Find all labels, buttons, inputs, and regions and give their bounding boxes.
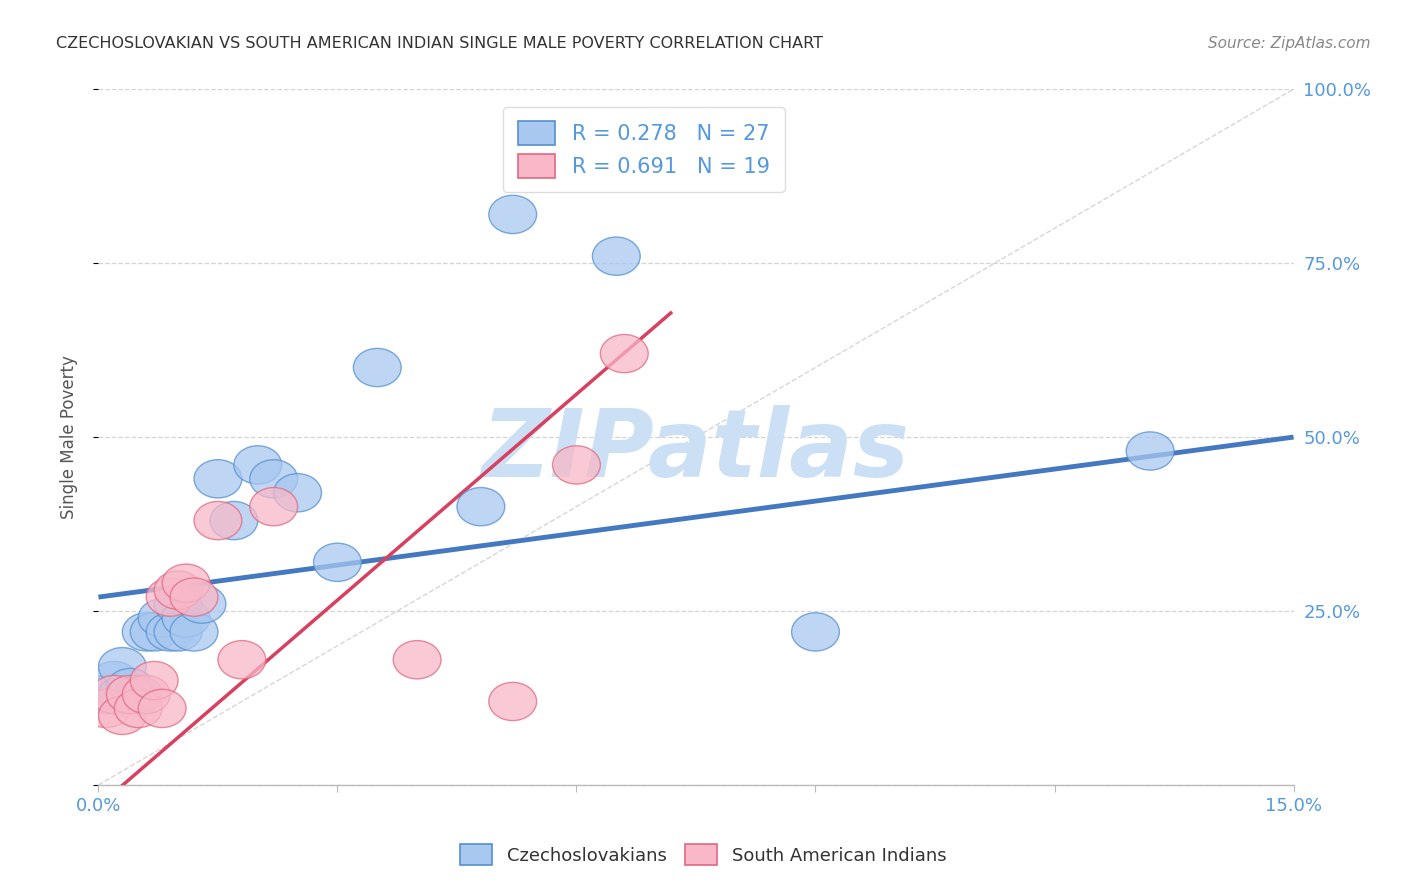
Ellipse shape [98,648,146,686]
Ellipse shape [162,599,209,637]
Legend: Czechoslovakians, South American Indians: Czechoslovakians, South American Indians [451,835,955,874]
Ellipse shape [170,578,218,616]
Ellipse shape [489,682,537,721]
Ellipse shape [457,488,505,525]
Ellipse shape [83,675,131,714]
Ellipse shape [114,690,162,728]
Y-axis label: Single Male Poverty: Single Male Poverty [59,355,77,519]
Ellipse shape [90,662,138,699]
Text: CZECHOSLOVAKIAN VS SOUTH AMERICAN INDIAN SINGLE MALE POVERTY CORRELATION CHART: CZECHOSLOVAKIAN VS SOUTH AMERICAN INDIAN… [56,36,824,51]
Ellipse shape [155,585,202,624]
Ellipse shape [114,675,162,714]
Ellipse shape [394,640,441,679]
Ellipse shape [314,543,361,582]
Ellipse shape [138,690,186,728]
Ellipse shape [131,613,179,651]
Ellipse shape [553,446,600,484]
Ellipse shape [98,675,146,714]
Ellipse shape [122,675,170,714]
Text: ZIPatlas: ZIPatlas [482,405,910,497]
Ellipse shape [170,613,218,651]
Ellipse shape [138,599,186,637]
Ellipse shape [146,613,194,651]
Legend: R = 0.278   N = 27, R = 0.691   N = 19: R = 0.278 N = 27, R = 0.691 N = 19 [503,106,785,192]
Ellipse shape [233,446,281,484]
Ellipse shape [122,613,170,651]
Ellipse shape [107,668,155,706]
Ellipse shape [353,349,401,386]
Ellipse shape [250,488,298,525]
Ellipse shape [131,662,179,699]
Ellipse shape [250,459,298,498]
Ellipse shape [83,690,131,728]
Ellipse shape [162,564,209,602]
Ellipse shape [274,474,322,512]
Ellipse shape [209,501,257,540]
Ellipse shape [592,237,640,276]
Ellipse shape [107,675,155,714]
Ellipse shape [792,613,839,651]
Ellipse shape [1126,432,1174,470]
Ellipse shape [90,675,138,714]
Ellipse shape [194,501,242,540]
Ellipse shape [489,195,537,234]
Ellipse shape [194,459,242,498]
Text: Source: ZipAtlas.com: Source: ZipAtlas.com [1208,36,1371,51]
Ellipse shape [155,613,202,651]
Ellipse shape [146,578,194,616]
Ellipse shape [218,640,266,679]
Ellipse shape [179,585,226,624]
Ellipse shape [98,697,146,734]
Ellipse shape [600,334,648,373]
Ellipse shape [155,571,202,609]
